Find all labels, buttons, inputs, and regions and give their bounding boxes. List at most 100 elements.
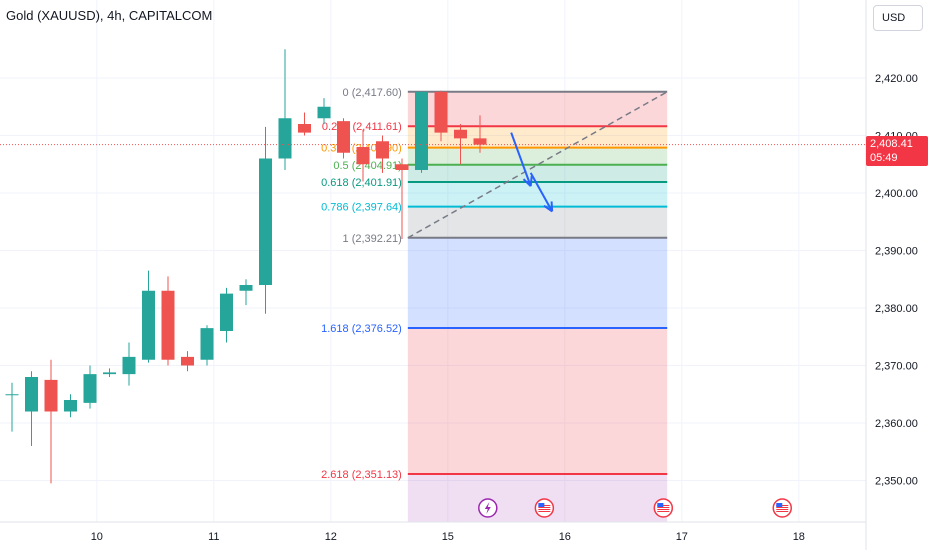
fib-zone [407, 91, 668, 127]
candle [181, 351, 194, 372]
candle [356, 129, 370, 182]
arrow-head [522, 178, 532, 187]
flag-stripe [776, 507, 789, 508]
flag-stripe [776, 511, 789, 512]
candle [259, 126, 272, 314]
time-tick-label: 16 [559, 531, 571, 543]
candle [454, 124, 467, 165]
fib-level-label: 0.5 (2,404.91) [333, 160, 402, 172]
candles [5, 49, 487, 484]
candle-body [415, 91, 428, 170]
candle-body [298, 124, 311, 133]
lightning-icon[interactable] [478, 498, 498, 518]
last-price-value: 2,408.41 [870, 138, 913, 150]
candle [220, 287, 233, 343]
fib-zone [407, 164, 668, 183]
candle [317, 98, 331, 124]
candle [337, 118, 350, 159]
price-tick-label: 2,350.00 [875, 476, 918, 488]
candle-body [454, 129, 467, 139]
candle-body [337, 121, 350, 153]
flag-stripe [538, 511, 551, 512]
bar-countdown: 05:49 [870, 152, 898, 164]
flag-canton [538, 503, 545, 507]
time-tick-label: 10 [91, 531, 103, 543]
lightning-glyph [484, 502, 491, 514]
fib-level-label: 0.618 (2,401.91) [321, 177, 402, 189]
forecast-arrows[interactable] [510, 132, 554, 213]
fib-level-label: 1.618 (2,376.52) [321, 323, 402, 335]
currency-button[interactable]: USD [873, 5, 923, 31]
arrow-line [529, 172, 554, 212]
fib-zone [407, 206, 668, 238]
flag-stripe [657, 507, 670, 508]
candle-body [44, 379, 58, 412]
last-price-badge: 2,408.41 05:49 [866, 136, 928, 166]
candle-body [473, 138, 487, 145]
flag-canton [657, 503, 664, 507]
candle-body [434, 91, 448, 133]
us-flag-icon[interactable] [653, 498, 674, 518]
candle [239, 279, 253, 306]
fib-retracement[interactable]: 0 (2,417.60)0.236 (2,411.61)0.382 (2,407… [321, 87, 668, 522]
candle-body [25, 377, 38, 412]
time-tick-label: 15 [442, 531, 454, 543]
flag-canton [776, 503, 783, 507]
fib-level-label: 0.236 (2,411.61) [322, 121, 402, 133]
arrow-head [529, 176, 533, 187]
flag-stripe [776, 509, 789, 510]
candle [44, 359, 58, 484]
fib-zone [407, 328, 668, 475]
arrow-head [550, 201, 554, 212]
candle [25, 371, 38, 446]
us-flag-icon[interactable] [772, 498, 792, 518]
candle-body [83, 374, 97, 403]
candle-body [5, 394, 19, 396]
candle [376, 135, 389, 173]
fib-level-label: 0.786 (2,397.64) [321, 202, 402, 214]
us-flag-icon[interactable] [534, 498, 555, 518]
price-tick-label: 2,370.00 [875, 361, 918, 373]
price-tick-label: 2,400.00 [875, 188, 918, 200]
candle-body [64, 400, 77, 412]
candle [473, 115, 487, 153]
candle-body [220, 293, 233, 331]
time-tick-label: 12 [325, 531, 337, 543]
price-tick-label: 2,380.00 [875, 303, 918, 315]
price-tick-label: 2,360.00 [875, 418, 918, 430]
candle-body [161, 290, 175, 360]
candle [142, 270, 155, 363]
candle [200, 325, 214, 366]
candle-body [259, 158, 272, 285]
candle [395, 158, 409, 239]
time-tick-label: 11 [208, 531, 219, 543]
candle-body [376, 141, 389, 159]
candle-body [181, 356, 194, 366]
candle [64, 394, 77, 418]
candle-body [103, 372, 116, 375]
fib-level-label: 2.618 (2,351.13) [321, 469, 402, 481]
candle [415, 91, 428, 173]
candle-body [142, 290, 155, 360]
candle [298, 112, 311, 136]
candle [278, 49, 292, 170]
candle [434, 90, 448, 142]
arrow-head [543, 204, 553, 213]
price-tick-label: 2,390.00 [875, 246, 918, 258]
candle [83, 365, 97, 409]
candle-body [317, 106, 331, 119]
flag-stripe [657, 511, 670, 512]
price-tick-label: 2,420.00 [875, 73, 918, 85]
arrow-line [510, 132, 532, 187]
event-markers[interactable] [478, 498, 792, 518]
time-tick-label: 17 [676, 531, 688, 543]
flag-stripe [538, 507, 551, 508]
chart-title: Gold (XAUUSD), 4h, CAPITALCOM [6, 8, 213, 23]
candle-body [239, 285, 253, 291]
fib-zone [407, 126, 668, 148]
fib-zone [407, 237, 668, 329]
candle [103, 368, 116, 377]
fib-level-label: 0 (2,417.60) [343, 87, 402, 99]
